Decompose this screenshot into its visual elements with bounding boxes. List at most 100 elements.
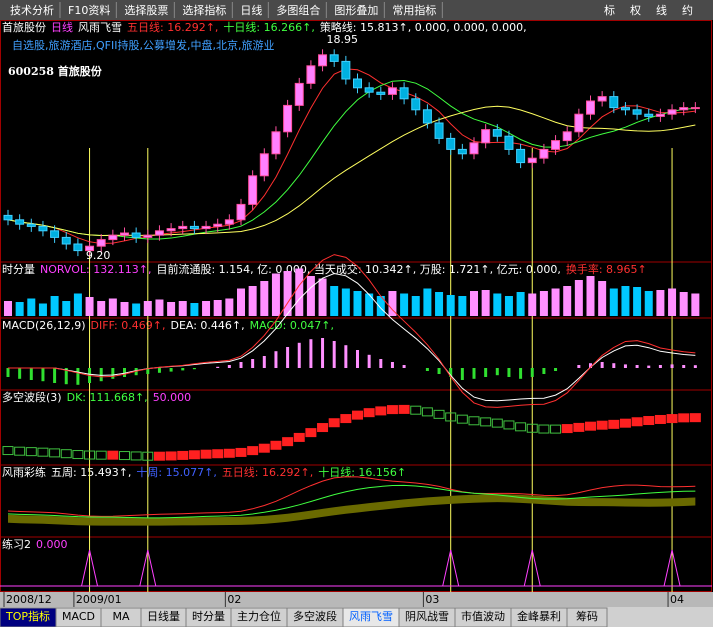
candle	[96, 239, 106, 247]
toolbar-button[interactable]: F10资料	[68, 3, 110, 17]
toolbar-button[interactable]: 多图组合	[276, 3, 320, 17]
macd-bar	[623, 364, 627, 368]
tab-label[interactable]: 主力仓位	[237, 609, 281, 623]
band-box	[619, 418, 631, 428]
tab[interactable]: MACD	[55, 607, 102, 627]
band-box	[258, 443, 270, 453]
macd-bar	[286, 347, 290, 368]
tab-label[interactable]: 多空波段	[293, 609, 337, 623]
tab-label[interactable]: 阴风战雪	[405, 610, 449, 623]
rainbow-ma5	[7, 476, 696, 517]
band-box	[153, 451, 165, 461]
candle	[609, 96, 619, 109]
macd-bar	[484, 368, 488, 377]
tab[interactable]: 金峰暴利	[510, 607, 568, 627]
volume-bar	[132, 303, 141, 316]
band-box	[421, 407, 433, 417]
tab-label[interactable]: 金峰暴利	[517, 609, 561, 623]
header-field: 五日线: 16.292↑,	[222, 465, 313, 479]
macd-bar	[693, 365, 697, 368]
date-label: 04	[670, 593, 684, 606]
volume-bar	[376, 296, 385, 316]
tab-label[interactable]: 筹码	[576, 609, 598, 623]
band-box	[538, 424, 550, 434]
tab-label[interactable]: TOP指标	[5, 609, 50, 623]
candle	[329, 54, 339, 62]
toolbar-button[interactable]: 选择股票	[124, 3, 168, 17]
tab[interactable]: 多空波段	[286, 607, 344, 627]
header-field: 50.000	[153, 391, 192, 404]
volume-bar	[248, 286, 257, 316]
tab[interactable]: 日线量	[140, 607, 187, 627]
macd-bar	[425, 368, 429, 371]
macd-bar	[181, 368, 185, 371]
macd-bar	[169, 368, 173, 372]
header-field: 时分量	[2, 263, 35, 276]
candle	[213, 223, 223, 227]
tab-label[interactable]: MA	[112, 610, 129, 623]
macd-bar	[437, 368, 441, 374]
tab[interactable]: MA	[100, 607, 142, 627]
volume-bar	[213, 300, 222, 316]
volume-bar	[85, 297, 94, 316]
tab-label[interactable]: MACD	[62, 610, 95, 623]
tab[interactable]: TOP指标	[0, 607, 57, 627]
band-box	[491, 418, 503, 428]
toolbar-button[interactable]: 技术分析	[10, 3, 54, 17]
tab-label[interactable]: 风雨飞雪	[349, 610, 393, 623]
volume-bar	[62, 301, 71, 316]
band-box	[550, 424, 562, 434]
macd-bar	[577, 365, 581, 368]
band-box	[165, 451, 177, 461]
panel-header: 练习2 0.000	[2, 537, 68, 551]
tab[interactable]: 风雨飞雪	[342, 607, 400, 627]
volume-bar	[190, 303, 199, 316]
toolbar-button[interactable]: 权	[630, 4, 641, 17]
candle	[178, 225, 188, 230]
band-box	[235, 447, 247, 457]
candle	[644, 113, 654, 117]
macd-bar	[123, 368, 126, 377]
tab-label[interactable]: 日线量	[147, 609, 180, 623]
tab[interactable]: 时分量	[185, 607, 232, 627]
toolbar-button[interactable]: 约	[682, 4, 693, 17]
header-field: 策略线: 15.813↑, 0.000, 0.000, 0.000,	[320, 20, 527, 34]
candle	[85, 245, 95, 252]
macd-bar	[6, 368, 10, 377]
volume-bar	[155, 299, 164, 316]
tab-label[interactable]: 时分量	[192, 610, 225, 623]
macd-bar	[356, 350, 359, 368]
candle	[387, 87, 397, 95]
toolbar-button[interactable]: 常用指标	[392, 3, 436, 17]
header-field: 0.000	[36, 538, 68, 551]
tab[interactable]: 市值波动	[454, 607, 512, 627]
band-box	[398, 404, 410, 414]
tab-label[interactable]: 市值波动	[461, 609, 505, 623]
macd-bar	[157, 368, 161, 373]
macd-bar	[507, 368, 511, 377]
header-field: MACD: 0.047↑,	[250, 319, 334, 332]
tab[interactable]: 主力仓位	[230, 607, 288, 627]
candle	[259, 153, 269, 177]
tab-bg	[566, 607, 608, 627]
band-box	[515, 422, 527, 432]
candle	[154, 230, 164, 236]
band-box	[49, 448, 61, 458]
volume-bar	[528, 293, 537, 316]
macd-bar	[41, 368, 45, 382]
band-box	[14, 446, 26, 456]
toolbar-button[interactable]: 日线	[240, 3, 262, 17]
band-box	[200, 449, 212, 459]
panel-header: 风雨彩练 五周: 15.493↑, 十周: 15.077↑, 五日线: 16.292↑…	[2, 465, 406, 479]
tab[interactable]: 阴风战雪	[398, 607, 456, 627]
toolbar-button[interactable]: 线	[656, 3, 667, 17]
header-field: 风雨飞雪	[78, 21, 122, 34]
volume-bar	[283, 271, 292, 316]
toolbar-button[interactable]: 图形叠加	[334, 4, 378, 17]
macd-bar	[449, 368, 453, 377]
tab[interactable]: 筹码	[566, 607, 608, 627]
volume-bar	[563, 286, 572, 316]
toolbar-button[interactable]: 选择指标	[182, 3, 226, 17]
toolbar-button[interactable]: 标	[604, 3, 615, 17]
macd-bar	[29, 368, 33, 380]
